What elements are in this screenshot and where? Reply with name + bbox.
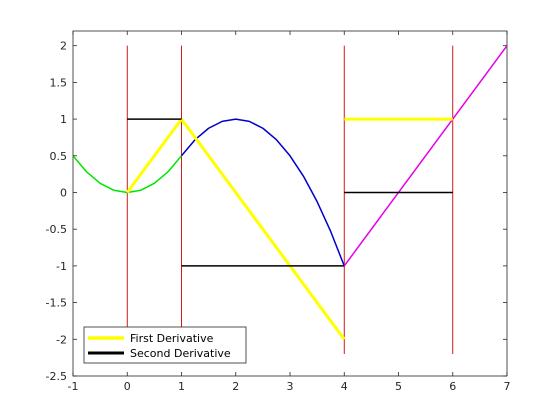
axes-box	[72, 30, 508, 377]
y-tick-label-3: 0.5	[50, 150, 68, 163]
y-tick-label-2: 1	[60, 113, 67, 126]
y-tick-label-6: -1	[56, 260, 67, 273]
x-tick-label-7: 6	[449, 380, 456, 393]
y-tick-label-0: 2	[60, 40, 67, 53]
series-piece-magenta-segment-0	[343, 45, 508, 267]
y-tick-label-8: -2	[56, 333, 67, 346]
x-tick-label-4: 3	[287, 380, 294, 393]
x-tick-label-5: 4	[341, 380, 348, 393]
legend: First Derivative Second Derivative	[83, 326, 247, 364]
y-tick-label-7: -1.5	[46, 297, 67, 310]
x-tick-label-2: 1	[178, 380, 185, 393]
legend-label-1: Second Derivative	[130, 347, 231, 360]
legend-label-0: First Derivative	[130, 332, 214, 345]
series-first-derivative-segment-0	[126, 118, 183, 194]
ticks: -1 0 1 2 3 4 5 6 7 2 1.5 1 0.5 0 -0.5 -1 -1.5 -2 -2.5	[46, 31, 511, 393]
x-tick-label-8: 7	[504, 380, 511, 393]
x-tick-label-1: 0	[124, 380, 131, 393]
x-tick-label-6: 5	[395, 380, 402, 393]
y-tick-label-1: 1.5	[50, 76, 68, 89]
y-tick-label-9: -2.5	[46, 370, 67, 383]
series-layer	[72, 45, 508, 341]
series-piece-blue-segment-0	[180, 118, 345, 267]
x-tick-label-3: 2	[232, 380, 239, 393]
legend-box	[83, 326, 247, 364]
y-tick-label-4: 0	[60, 186, 67, 199]
y-tick-label-5: -0.5	[46, 223, 67, 236]
x-tick-label-0: -1	[68, 380, 79, 393]
series-first-derivative-segment-1	[180, 118, 346, 341]
vertical-lines	[126, 45, 454, 354]
